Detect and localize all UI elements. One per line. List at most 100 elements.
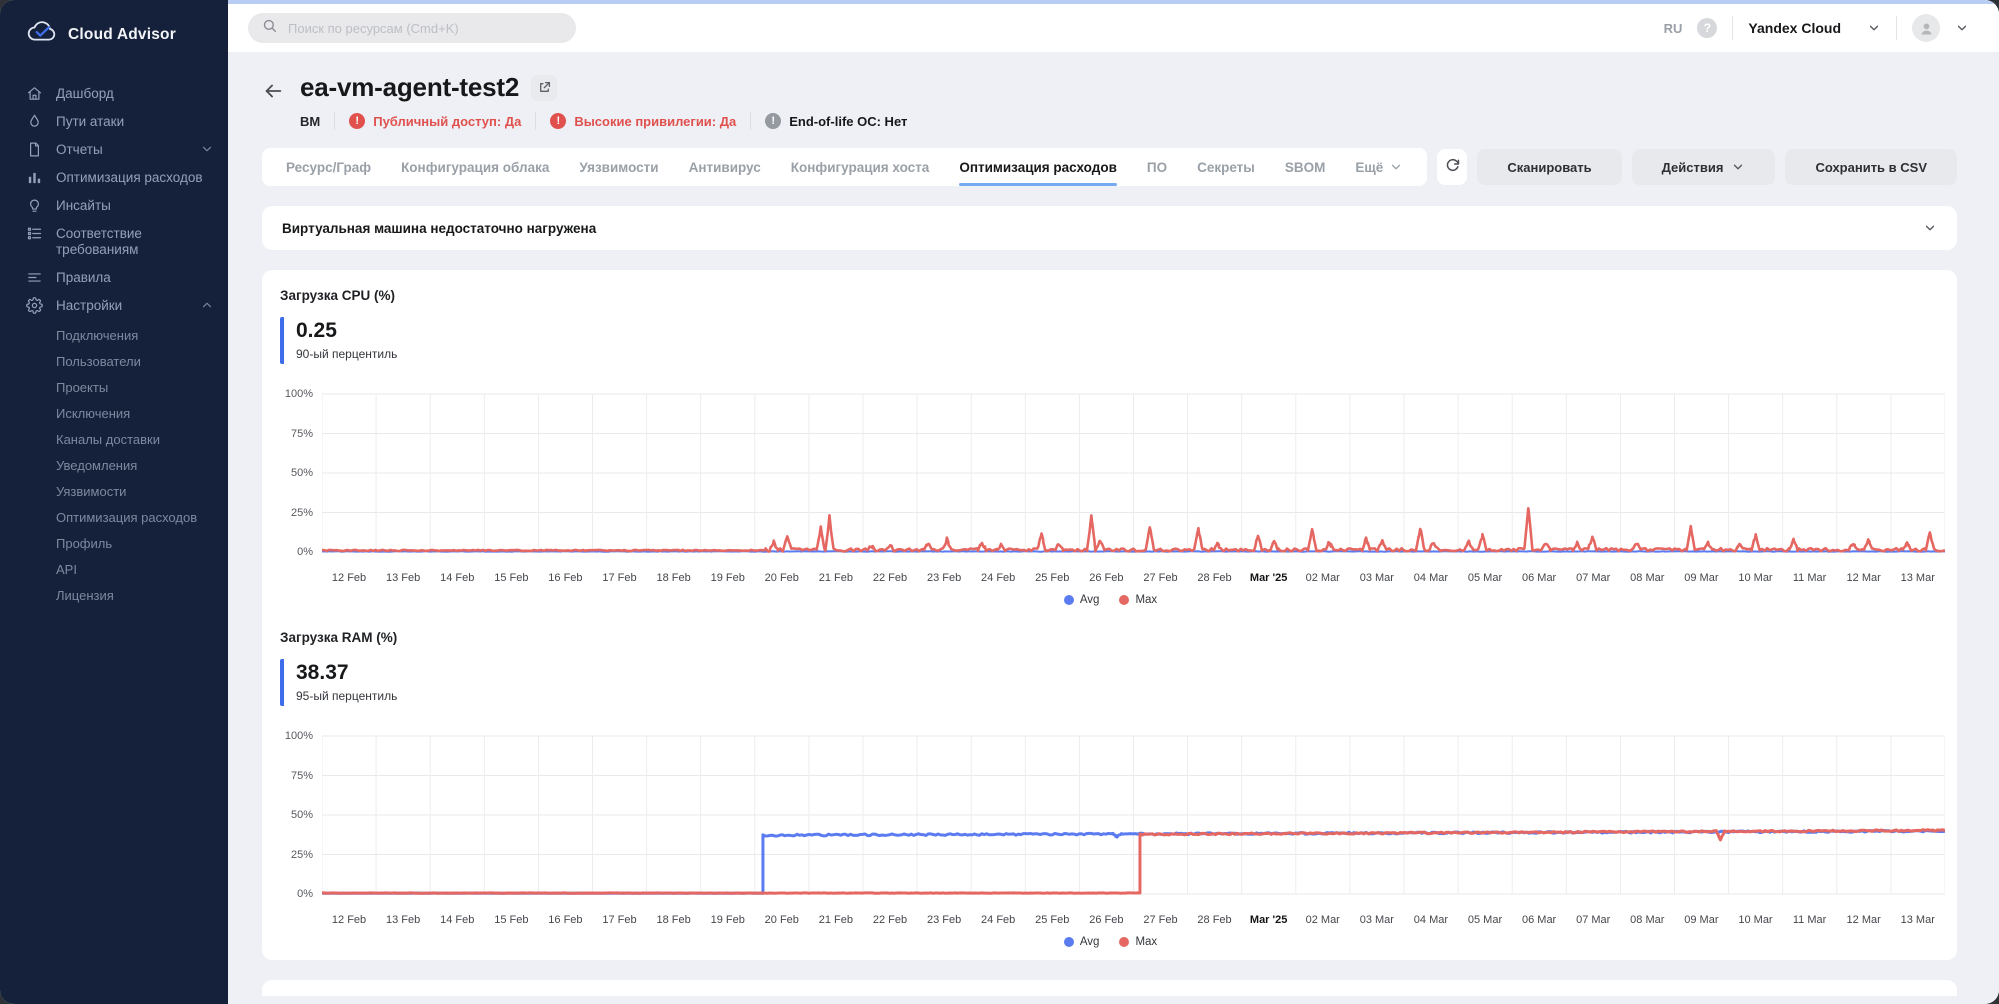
y-axis: 0% 25% 50% 75% 100% <box>276 380 322 566</box>
x-axis-label: 13 Feb <box>386 914 421 926</box>
brand-name: Cloud Advisor <box>68 26 176 43</box>
topbar: RU ? Yandex Cloud <box>228 0 1999 52</box>
brand-logo: Cloud Advisor <box>0 16 228 54</box>
chart-plot-row: 0% 25% 50% 75% 100% <box>276 722 1945 908</box>
scan-button[interactable]: Сканировать <box>1477 149 1622 185</box>
external-link-icon[interactable] <box>531 74 558 101</box>
badge-divider <box>334 112 336 130</box>
x-axis-label: 17 Feb <box>602 914 637 926</box>
x-axis-label: 06 Mar <box>1521 914 1557 926</box>
x-axis-label: 22 Feb <box>872 572 908 584</box>
tab-label: Конфигурация облака <box>401 159 550 175</box>
tab-ещё[interactable]: Ещё <box>1355 148 1403 186</box>
sidebar-subitem[interactable]: Каналы доставки <box>56 431 160 447</box>
legend-item-max[interactable]: Max <box>1119 936 1157 948</box>
x-axis-label: 20 Feb <box>764 914 799 926</box>
org-name: Yandex Cloud <box>1748 20 1841 36</box>
legend-item-avg[interactable]: Avg <box>1063 594 1100 606</box>
tab-ресурс-граф[interactable]: Ресурс/Граф <box>286 148 371 186</box>
badge-row: ВМ ! Публичный доступ: Да! Высокие привиле… <box>300 112 907 130</box>
y-axis-tick: 100% <box>284 388 313 400</box>
usage-charts-card: Загрузка CPU (%) 0.25 90-ый перцентиль 0% 25… <box>262 270 1957 960</box>
sidebar-subitem[interactable]: Лицензия <box>56 587 114 603</box>
tab-label: Оптимизация расходов <box>959 159 1117 175</box>
cloud-check-logo-icon <box>26 21 58 49</box>
sidebar-item-checklist[interactable]: Соответствие требованиям <box>0 220 228 264</box>
help-icon[interactable]: ? <box>1697 18 1718 38</box>
sidebar-item-bar-chart[interactable]: Оптимизация расходов <box>0 164 228 192</box>
sidebar-subitem[interactable]: Пользователи <box>56 353 141 369</box>
tab-конфигурация-хоста[interactable]: Конфигурация хоста <box>791 148 930 186</box>
underutilized-vm-accordion[interactable]: Виртуальная машина недостаточно нагружен… <box>262 206 1957 250</box>
sidebar-subitem[interactable]: Профиль <box>56 535 113 551</box>
x-axis-label: 12 Feb <box>331 914 367 926</box>
tab-оптимизация-расходов[interactable]: Оптимизация расходов <box>959 148 1117 186</box>
avatar[interactable] <box>1912 14 1940 42</box>
x-axis-label: 21 Feb <box>818 572 854 584</box>
x-axis-label: 09 Mar <box>1684 914 1719 926</box>
chevron-down-icon <box>200 142 214 156</box>
sidebar-subitem[interactable]: Уязвимости <box>56 483 127 499</box>
chevron-down-icon[interactable] <box>1923 221 1937 235</box>
lightbulb-icon <box>26 197 43 214</box>
topbar-divider <box>1896 16 1897 40</box>
legend-item-max[interactable]: Max <box>1119 594 1157 606</box>
tab-антивирус[interactable]: Антивирус <box>689 148 761 186</box>
sidebar-subitem[interactable]: Уведомления <box>56 457 138 473</box>
back-button[interactable] <box>262 80 284 130</box>
sidebar-item-lightbulb[interactable]: Инсайты <box>0 192 228 220</box>
legend-label: Max <box>1135 594 1158 606</box>
sidebar-subitem[interactable]: API <box>56 561 77 577</box>
tab-секреты[interactable]: Секреты <box>1197 148 1255 186</box>
x-axis-label: 08 Mar <box>1630 914 1665 926</box>
sidebar-item-rules[interactable]: Правила <box>0 264 228 292</box>
chevron-down-icon[interactable] <box>1955 21 1969 35</box>
page-header-texts: ea-vm-agent-test2 ВМ ! Публичный доступ: … <box>300 72 907 130</box>
language-switch[interactable]: RU <box>1663 20 1683 36</box>
legend-label: Avg <box>1079 594 1100 606</box>
resource-search[interactable] <box>248 13 576 43</box>
actions-menu-label: Действия <box>1661 159 1724 175</box>
tab-label: Секреты <box>1197 159 1255 175</box>
chevron-up-icon <box>200 298 214 312</box>
sidebar-item-home[interactable]: Дашборд <box>0 80 228 108</box>
refresh-button[interactable] <box>1437 149 1468 185</box>
sidebar-subitem[interactable]: Исключения <box>56 405 131 421</box>
sidebar-subitem[interactable]: Оптимизация расходов <box>56 509 198 525</box>
tab-конфигурация-облака[interactable]: Конфигурация облака <box>401 148 549 186</box>
sidebar-item-label: Правила <box>56 270 111 285</box>
sidebar-subitem[interactable]: Подключения <box>56 327 139 343</box>
charts-container: Загрузка CPU (%) 0.25 90-ый перцентиль 0% 25… <box>276 288 1945 948</box>
sidebar-item-document[interactable]: Отчеты <box>0 136 228 164</box>
sidebar-item-flame[interactable]: Пути атаки <box>0 108 228 136</box>
org-selector[interactable]: Yandex Cloud <box>1748 20 1881 36</box>
save-csv-button[interactable]: Сохранить в CSV <box>1785 149 1957 185</box>
sidebar-item-label: Инсайты <box>56 198 111 213</box>
resource-type-badge: ВМ <box>300 113 321 129</box>
chart-title: Загрузка RAM (%) <box>280 630 398 645</box>
x-axis-label: 16 Feb <box>548 572 583 584</box>
tab-label: Конфигурация хоста <box>790 159 930 175</box>
plot-area <box>322 722 1945 908</box>
tab-уязвимости[interactable]: Уязвимости <box>579 148 658 186</box>
search-input[interactable] <box>286 19 562 37</box>
badge-divider <box>750 112 752 130</box>
legend-item-avg[interactable]: Avg <box>1063 936 1099 948</box>
tab-по[interactable]: ПО <box>1147 148 1167 186</box>
main-area: RU ? Yandex Cloud <box>228 0 1999 1004</box>
y-axis-tick: 50% <box>290 809 313 821</box>
badge-divider <box>535 112 537 130</box>
x-axis-label: 03 Mar <box>1359 572 1394 584</box>
x-axis-label: 14 Feb <box>440 914 475 926</box>
tab-sbom[interactable]: SBOM <box>1285 148 1326 186</box>
actions-menu-button[interactable]: Действия <box>1631 149 1776 185</box>
sidebar-item-gear[interactable]: Настройки <box>0 292 228 320</box>
sidebar-subitem[interactable]: Проекты <box>56 379 109 395</box>
x-axis-label: 15 Feb <box>494 572 529 584</box>
x-axis-label: 11 Mar <box>1792 572 1827 584</box>
metric-block: 38.37 95-ый перцентиль <box>280 659 1945 706</box>
tab-label: Ещё <box>1355 159 1384 175</box>
x-axis-label: 06 Mar <box>1521 572 1557 584</box>
tab-label: ПО <box>1146 159 1168 175</box>
x-axis-label: 05 Mar <box>1467 572 1503 584</box>
